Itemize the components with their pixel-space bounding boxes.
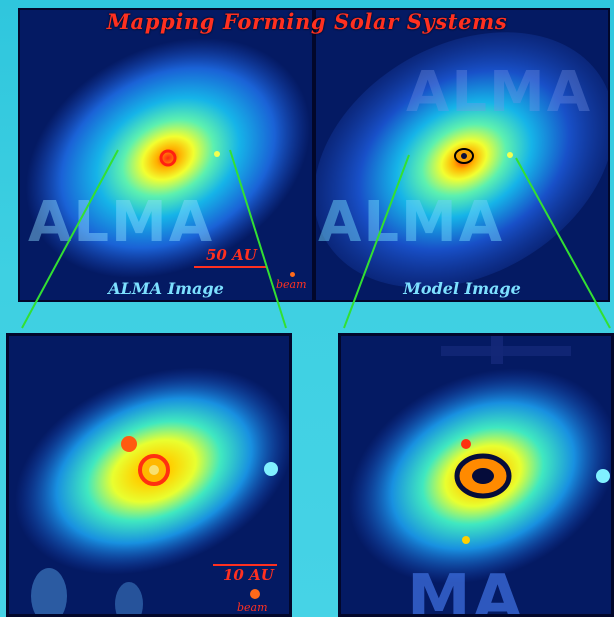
beam-label: beam [237,601,268,614]
scale-bar [194,266,266,268]
alma-watermark: MA [407,562,525,617]
beam-marker [250,589,260,599]
alma-disk-image [25,38,311,278]
alma-watermark: ALMA [28,190,215,255]
alma-image-caption: ALMA Image [108,279,224,298]
model-zoom-panel: MA [338,333,614,617]
page-title: Mapping Forming Solar Systems [106,9,508,34]
scale-bar-label: 50 AU [206,246,257,264]
scale-bar-label: 10 AU [223,566,274,584]
alma-zoom-image [14,367,289,614]
model-disk-image [316,32,608,288]
scale-bar [213,564,277,566]
model-zoom-image [348,336,611,584]
model-image-panel: ALMA ALMA Model Image [314,8,610,302]
alma-image-panel: ALMA 50 AU beam ALMA Image [18,8,314,302]
alma-watermark-bottom: ALMA [318,190,505,255]
alma-watermark-top: ALMA [406,60,593,125]
alma-zoom-panel: 10 AU beam [6,333,292,617]
beam-marker [290,272,295,277]
model-image-caption: Model Image [403,279,521,298]
